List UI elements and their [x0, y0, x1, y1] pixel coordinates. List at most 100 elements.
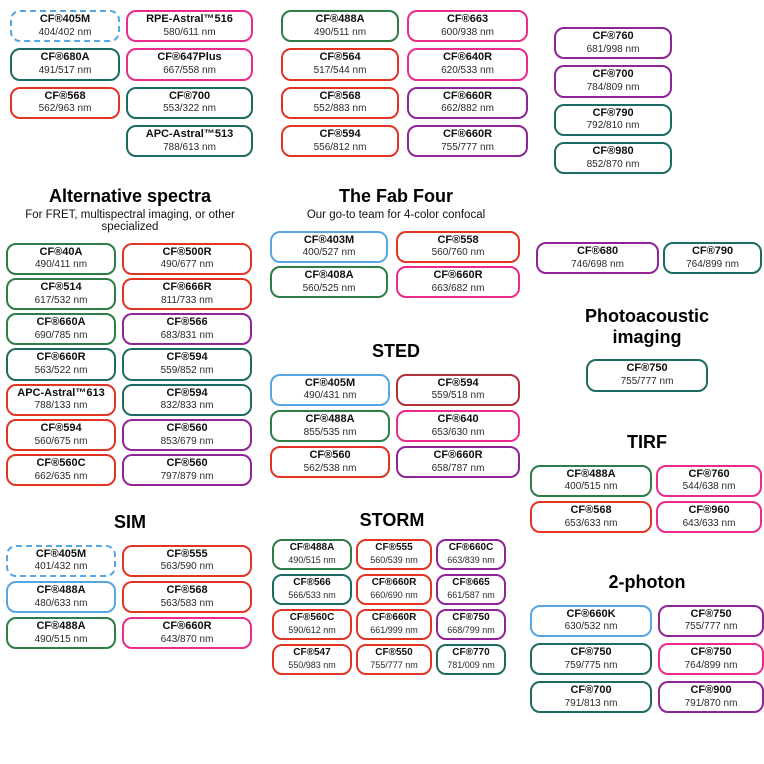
- dye-pill: CF®750 755/777 nm: [658, 604, 764, 637]
- dye-ex-em: 853/679 nm: [160, 435, 214, 447]
- dye-pill: CF®680 746/698 nm: [536, 242, 659, 275]
- dye-ex-em: 559/518 nm: [431, 390, 485, 402]
- dye-name: CF®560: [166, 457, 208, 470]
- dye-ex-em: 620/533 nm: [441, 65, 494, 76]
- dye-ex-em: 553/322 nm: [163, 103, 216, 115]
- dye-ex-em: 552/883 nm: [313, 103, 367, 115]
- dye-ex-em: 600/938 nm: [441, 26, 494, 38]
- dye-ex-em: 580/611 nm: [163, 26, 216, 38]
- dye-pill: CF®560C 662/635 nm: [6, 454, 116, 487]
- dye-ex-em: 791/870 nm: [684, 697, 738, 709]
- dye-pill: RPE-Astral™516 580/611 nm: [126, 10, 253, 43]
- top-dye-column-1: CF®405M 404/402 nm CF®680A 491/517 nm CF®568…: [10, 10, 120, 119]
- dye-pill: CF®660K 630/532 nm: [530, 604, 652, 637]
- dye-pill: CF®488A 490/511 nm: [281, 10, 399, 43]
- dye-name: CF®408A: [304, 268, 354, 281]
- dye-name: CF®568: [570, 503, 612, 516]
- section-title: Alternative spectra: [48, 186, 212, 206]
- dye-name: CF®640R: [442, 51, 493, 64]
- dye-pill: CF®547 550/983 nm: [272, 643, 352, 675]
- dye-name: CF®660R: [371, 577, 417, 589]
- dye-ex-em: 755/777 nm: [620, 376, 674, 388]
- dye-name: CF®403M: [303, 233, 355, 246]
- dye-name: CF®660R: [442, 89, 493, 102]
- dye-ex-em: 759/775 nm: [564, 659, 618, 671]
- dye-pill: CF®750 759/775 nm: [530, 642, 652, 676]
- dye-ex-em: 792/810 nm: [586, 120, 640, 132]
- tirf-grid: CF®488A 400/515 nm CF®760 544/638 nm CF®568 6…: [530, 464, 764, 534]
- section-title-line2: imaging: [612, 326, 682, 347]
- dye-name: CF®790: [691, 245, 734, 257]
- dye-name: CF®514: [40, 280, 82, 293]
- dye-name: CF®665: [452, 577, 490, 589]
- dye-name: CF®660A: [36, 316, 86, 329]
- top-dye-column-4: CF®663 600/938 nm CF®640R 620/533 nm CF®660R…: [407, 10, 528, 157]
- dye-ex-em: 400/515 nm: [564, 481, 618, 493]
- dye-pill: CF®568 563/583 nm: [122, 580, 252, 614]
- dye-name: APC-Astral™513: [145, 127, 234, 140]
- dye-pill: CF®488A 490/515 nm: [272, 538, 352, 570]
- dye-pill: CF®660A 690/785 nm: [6, 313, 116, 346]
- dye-ex-em: 490/677 nm: [160, 259, 214, 271]
- sim-grid: CF®405M 401/432 nm CF®555 563/590 nm CF®488A…: [6, 544, 254, 650]
- dye-name: CF®660R: [442, 127, 493, 140]
- dye-pill: CF®760 681/998 nm: [554, 27, 672, 60]
- dye-name: CF®566: [293, 577, 331, 589]
- dye-ex-em: 667/558 nm: [163, 65, 216, 76]
- dye-ex-em: 784/809 nm: [586, 82, 640, 93]
- dye-pill: CF®750 764/899 nm: [658, 642, 764, 676]
- dye-name: CF®594: [40, 421, 82, 434]
- dye-ex-em: 755/777 nm: [684, 621, 738, 633]
- dye-ex-em: 788/133 nm: [34, 400, 88, 412]
- dye-name: CF®700: [592, 68, 634, 81]
- dye-ex-em: 811/733 nm: [160, 294, 214, 306]
- dye-name: CF®500R: [162, 245, 212, 258]
- dye-ex-em: 480/633 nm: [34, 597, 88, 609]
- dye-name: CF®700: [570, 684, 612, 697]
- dye-ex-em: 781/009 nm: [447, 659, 495, 670]
- dye-name: CF®405M: [39, 13, 91, 25]
- dye-ex-em: 560/675 nm: [34, 435, 88, 447]
- dye-pill: CF®403M 400/527 nm: [270, 230, 388, 263]
- dye-pill: CF®640 653/630 nm: [396, 409, 520, 443]
- right-dye-pair: CF®680 746/698 nm CF®790 764/899 nm: [536, 242, 762, 275]
- dye-pill: CF®594 832/833 nm: [122, 383, 252, 416]
- dye-ex-em: 852/870 nm: [586, 158, 640, 170]
- section-title: Photoacoustic: [584, 306, 709, 326]
- dye-ex-em: 490/515 nm: [288, 554, 336, 565]
- dye-ex-em: 490/515 nm: [34, 633, 88, 645]
- dye-ex-em: 630/532 nm: [564, 621, 618, 633]
- dye-name: CF®594: [166, 351, 208, 364]
- section-title: The Fab Four: [339, 186, 453, 206]
- dye-pill: CF®405M 401/432 nm: [6, 544, 116, 577]
- dye-name: RPE-Astral™516: [146, 13, 233, 25]
- dye-pill: CF®660R 660/690 nm: [356, 573, 432, 605]
- dye-ex-em: 491/517 nm: [38, 65, 92, 76]
- section-alternative-spectra: Alternative spectra For FRET, multispect…: [6, 186, 254, 487]
- dye-pill: CF®514 617/532 nm: [6, 277, 116, 311]
- dye-ex-em: 562/538 nm: [303, 462, 357, 474]
- dye-pill: CF®640R 620/533 nm: [407, 48, 528, 81]
- dye-pill: CF®770 781/009 nm: [436, 643, 506, 675]
- dye-pill: CF®568 653/633 nm: [530, 500, 652, 534]
- dye-name: CF®558: [437, 233, 479, 246]
- dye-pill: CF®488A 480/633 nm: [6, 580, 116, 614]
- dye-name: CF®660R: [36, 351, 86, 364]
- dye-pill: CF®663 600/938 nm: [407, 10, 528, 43]
- dye-name: CF®568: [44, 89, 86, 102]
- dye-name: CF®550: [375, 647, 413, 659]
- dye-name: CF®594: [166, 386, 208, 399]
- dye-pill: CF®564 517/544 nm: [281, 48, 399, 81]
- dye-name: CF®660R: [433, 268, 483, 281]
- dye-pill: CF®594 560/675 nm: [6, 418, 116, 452]
- dye-pill: CF®760 544/638 nm: [656, 464, 762, 497]
- dye-ex-em: 788/613 nm: [163, 141, 216, 153]
- dye-pill: CF®960 643/633 nm: [656, 500, 762, 534]
- dye-name: CF®663: [446, 13, 489, 25]
- dye-ex-em: 661/587 nm: [447, 589, 495, 600]
- dye-pill: CF®790 792/810 nm: [554, 103, 672, 136]
- dye-pill: CF®660R 661/999 nm: [356, 608, 432, 640]
- dye-ex-em: 764/899 nm: [684, 659, 738, 671]
- dye-ex-em: 490/511 nm: [313, 26, 367, 38]
